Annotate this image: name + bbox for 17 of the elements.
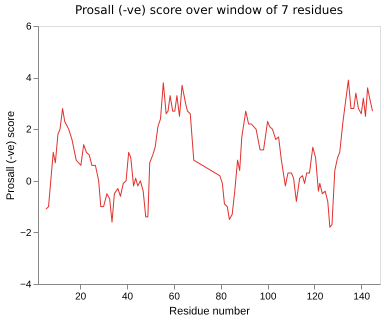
- y-tick-label: 2: [26, 124, 32, 136]
- x-tick-label: 80: [216, 292, 228, 302]
- x-tick-label: 40: [122, 292, 134, 302]
- y-tick-label: 0: [26, 176, 32, 188]
- y-tick-label: 4: [26, 73, 32, 84]
- x-tick-label: 140: [353, 292, 371, 302]
- y-axis-title: Prosall (-ve) score: [5, 110, 18, 200]
- x-axis-title: Residue number: [169, 306, 250, 318]
- chart-title: Prosall (-ve) score over window of 7 residues: [74, 3, 344, 17]
- x-tick-label: 60: [168, 292, 180, 302]
- line-series: [45, 80, 374, 228]
- y-tick-label: −2: [20, 228, 32, 239]
- x-tick-label: 120: [306, 292, 324, 302]
- y-tick-label: 6: [26, 22, 32, 32]
- x-tick-label: 100: [260, 292, 277, 302]
- x-tick-label: 20: [75, 292, 87, 302]
- y-tick-label: −4: [20, 280, 32, 290]
